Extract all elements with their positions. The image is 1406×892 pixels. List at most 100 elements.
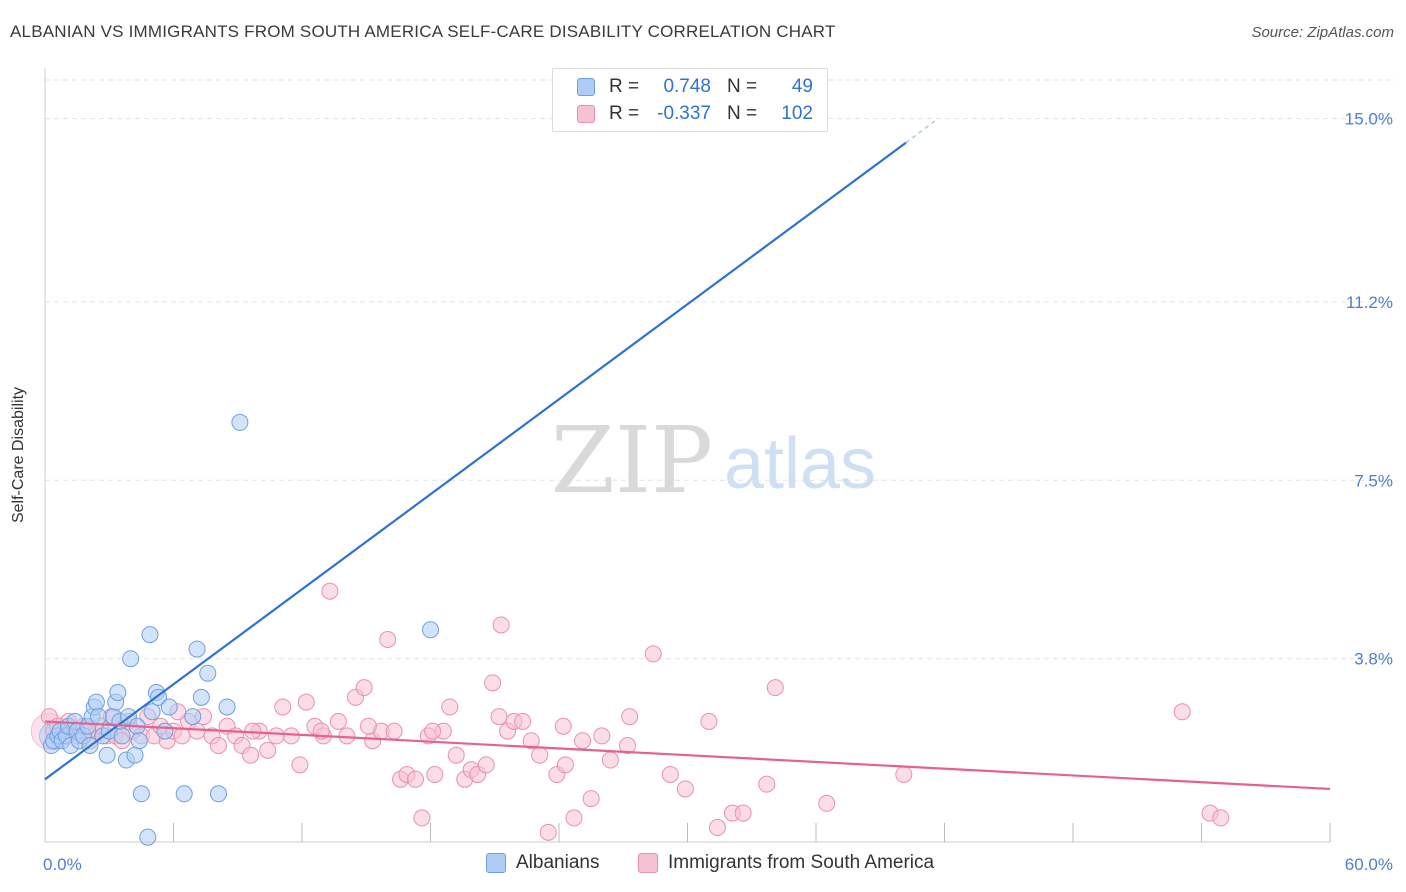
data-point: [338, 727, 356, 745]
legend-n-label: N =: [727, 103, 758, 124]
data-point: [199, 664, 217, 682]
data-point: [267, 727, 285, 745]
data-point: [188, 722, 206, 740]
x-tick-label: 60.0%: [1345, 855, 1393, 874]
data-point: [259, 741, 277, 759]
data-point: [282, 727, 300, 745]
data-point: [644, 645, 662, 663]
data-point: [441, 698, 459, 716]
immigrants-legend-label: Immigrants from South America: [668, 852, 935, 873]
data-point: [130, 732, 148, 750]
data-point: [242, 746, 260, 764]
legend-r-label: R =: [609, 76, 640, 97]
data-point: [492, 616, 510, 634]
data-point: [574, 732, 592, 750]
data-point: [700, 712, 718, 730]
data-point: [209, 737, 227, 755]
data-point: [447, 746, 465, 764]
albanians-legend-icon: [486, 853, 506, 873]
trend-lines: [44, 117, 1331, 791]
legend-n-value: 102: [781, 103, 813, 124]
data-point: [895, 765, 913, 783]
data-point: [522, 732, 540, 750]
data-point: [407, 770, 425, 788]
data-point: [554, 717, 572, 735]
data-point: [291, 756, 309, 774]
y-axis-label: Self-Care Disability: [10, 386, 27, 524]
data-point: [477, 756, 495, 774]
data-point: [132, 785, 150, 803]
source-label: Source: ZipAtlas.com: [1251, 24, 1394, 41]
data-point: [184, 708, 202, 726]
watermark-zip: ZIP: [551, 407, 713, 514]
data-point: [321, 582, 339, 600]
watermark: ZIP atlas: [551, 407, 876, 514]
data-point: [139, 828, 157, 846]
data-point: [218, 698, 236, 716]
data-point: [385, 722, 403, 740]
albanians-swatch-icon: [577, 78, 595, 96]
data-point: [621, 708, 639, 726]
data-point: [188, 640, 206, 658]
data-point: [359, 717, 377, 735]
data-point: [426, 765, 444, 783]
data-point: [143, 703, 161, 721]
data-point: [424, 722, 442, 740]
data-point: [175, 785, 193, 803]
data-point: [601, 751, 619, 769]
bottom-legend-immigrants: Immigrants from South America: [638, 851, 934, 875]
data-point: [490, 708, 508, 726]
data-point: [593, 727, 611, 745]
data-point: [539, 823, 557, 841]
data-point: [98, 746, 116, 764]
y-tick-label: 3.8%: [1354, 650, 1393, 669]
grid-lines: [45, 79, 1396, 660]
x-tick-label: 0.0%: [43, 855, 82, 874]
correlation-legend: R = 0.748 N = 49 R = -0.337 N = 102: [552, 68, 828, 132]
series-immigrants-points: [30, 582, 1230, 841]
tick-labels: 3.8% 7.5% 11.2% 15.0% 0.0% 60.0%: [43, 110, 1393, 874]
data-point: [514, 712, 532, 730]
legend-row-immigrants: R = -0.337 N = 102: [577, 102, 813, 126]
data-point: [173, 727, 191, 745]
data-point: [160, 698, 178, 716]
data-point: [113, 727, 131, 745]
data-point: [141, 626, 159, 644]
albanians-trend-extension: [905, 117, 939, 144]
data-point: [297, 693, 315, 711]
series-albanians-points: [39, 413, 439, 846]
data-point: [122, 650, 140, 668]
data-point: [531, 746, 549, 764]
data-point: [413, 809, 431, 827]
data-point: [818, 794, 836, 812]
data-point: [766, 679, 784, 697]
data-point: [274, 698, 292, 716]
data-point: [87, 693, 105, 711]
data-point: [329, 712, 347, 730]
data-point: [231, 413, 249, 431]
data-point: [1173, 703, 1191, 721]
data-point: [355, 679, 373, 697]
data-point: [192, 688, 210, 706]
data-point: [708, 819, 726, 837]
data-point: [209, 785, 227, 803]
chart-title: ALBANIAN VS IMMIGRANTS FROM SOUTH AMERIC…: [10, 22, 836, 41]
data-point: [109, 683, 127, 701]
data-point: [556, 756, 574, 774]
data-point: [422, 621, 439, 639]
data-point: [734, 804, 752, 822]
immigrants-swatch-icon: [577, 105, 595, 123]
data-point: [565, 809, 583, 827]
bottom-legend-albanians: Albanians: [486, 851, 599, 875]
data-point: [676, 780, 694, 798]
data-point: [758, 775, 776, 793]
data-point: [90, 708, 108, 726]
data-point: [126, 746, 144, 764]
albanians-legend-label: Albanians: [516, 852, 600, 873]
immigrants-legend-icon: [638, 853, 658, 873]
watermark-atlas: atlas: [724, 424, 876, 504]
legend-r-value: 0.748: [663, 76, 711, 97]
data-point: [619, 737, 637, 755]
legend-row-albanians: R = 0.748 N = 49: [577, 75, 813, 99]
